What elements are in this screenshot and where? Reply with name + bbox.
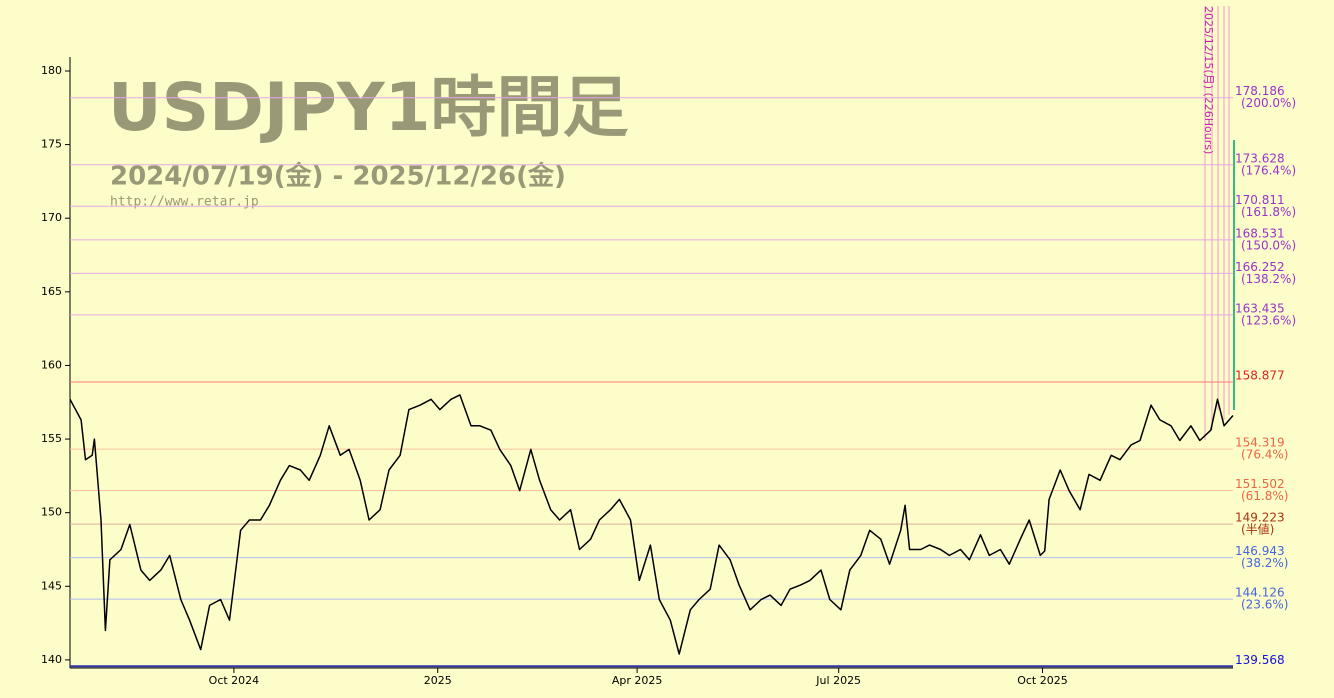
y-tick-label: 145	[41, 579, 62, 592]
level-note: (76.4%)	[1241, 448, 1288, 462]
deco-lines	[1204, 6, 1235, 440]
y-tick-label: 165	[41, 285, 62, 298]
x-tick-label: Oct 2024	[209, 674, 260, 687]
level-note: (61.8%)	[1241, 489, 1288, 503]
chart-subtitle: 2024/07/19(金) - 2025/12/26(金)	[110, 161, 566, 192]
x-tick-label: Jul 2025	[815, 674, 861, 687]
source: http://www.retar.jp	[110, 195, 259, 210]
level-note: (123.6%)	[1241, 313, 1296, 327]
level-note: (200.0%)	[1241, 96, 1296, 110]
chart-title: USDJPY1時間足	[108, 69, 629, 146]
level-note: (161.8%)	[1241, 205, 1296, 219]
y-tick-label: 170	[41, 211, 62, 224]
y-tick-label: 160	[41, 358, 62, 371]
level-value: 146.943	[1235, 544, 1285, 558]
level-value: 170.811	[1235, 193, 1285, 207]
level-value: 166.252	[1235, 260, 1285, 274]
level-value: 173.628	[1235, 151, 1285, 165]
y-tick-label: 140	[41, 653, 62, 666]
x-tick-label: Oct 2025	[1017, 674, 1068, 687]
y-tick-label: 155	[41, 432, 62, 445]
level-value: 144.126	[1235, 586, 1285, 600]
y-tick-label: 150	[41, 506, 62, 519]
level-note: (138.2%)	[1241, 272, 1296, 286]
level-value: 158.877	[1235, 368, 1285, 382]
y-tick-label: 180	[41, 64, 62, 77]
level-value: 149.223	[1235, 511, 1285, 525]
level-value: 151.502	[1235, 477, 1285, 491]
x-tick-label: Apr 2025	[612, 674, 663, 687]
y-tick-label: 175	[41, 138, 62, 151]
level-note: (176.4%)	[1241, 163, 1296, 177]
level-value: 168.531	[1235, 226, 1285, 240]
level-value: 178.186	[1235, 84, 1285, 98]
level-value: 163.435	[1235, 301, 1285, 315]
level-note: (38.2%)	[1241, 556, 1288, 570]
x-tick-label: 2025	[424, 674, 452, 687]
level-value: 139.568	[1235, 653, 1285, 667]
level-value: 154.319	[1235, 436, 1285, 450]
price-line	[69, 394, 1234, 655]
level-note: (半値)	[1241, 522, 1274, 537]
level-note: (150.0%)	[1241, 238, 1296, 252]
annotation: 2025/12/15(月) (226Hours)	[1202, 6, 1215, 154]
level-note: (23.6%)	[1241, 598, 1288, 612]
